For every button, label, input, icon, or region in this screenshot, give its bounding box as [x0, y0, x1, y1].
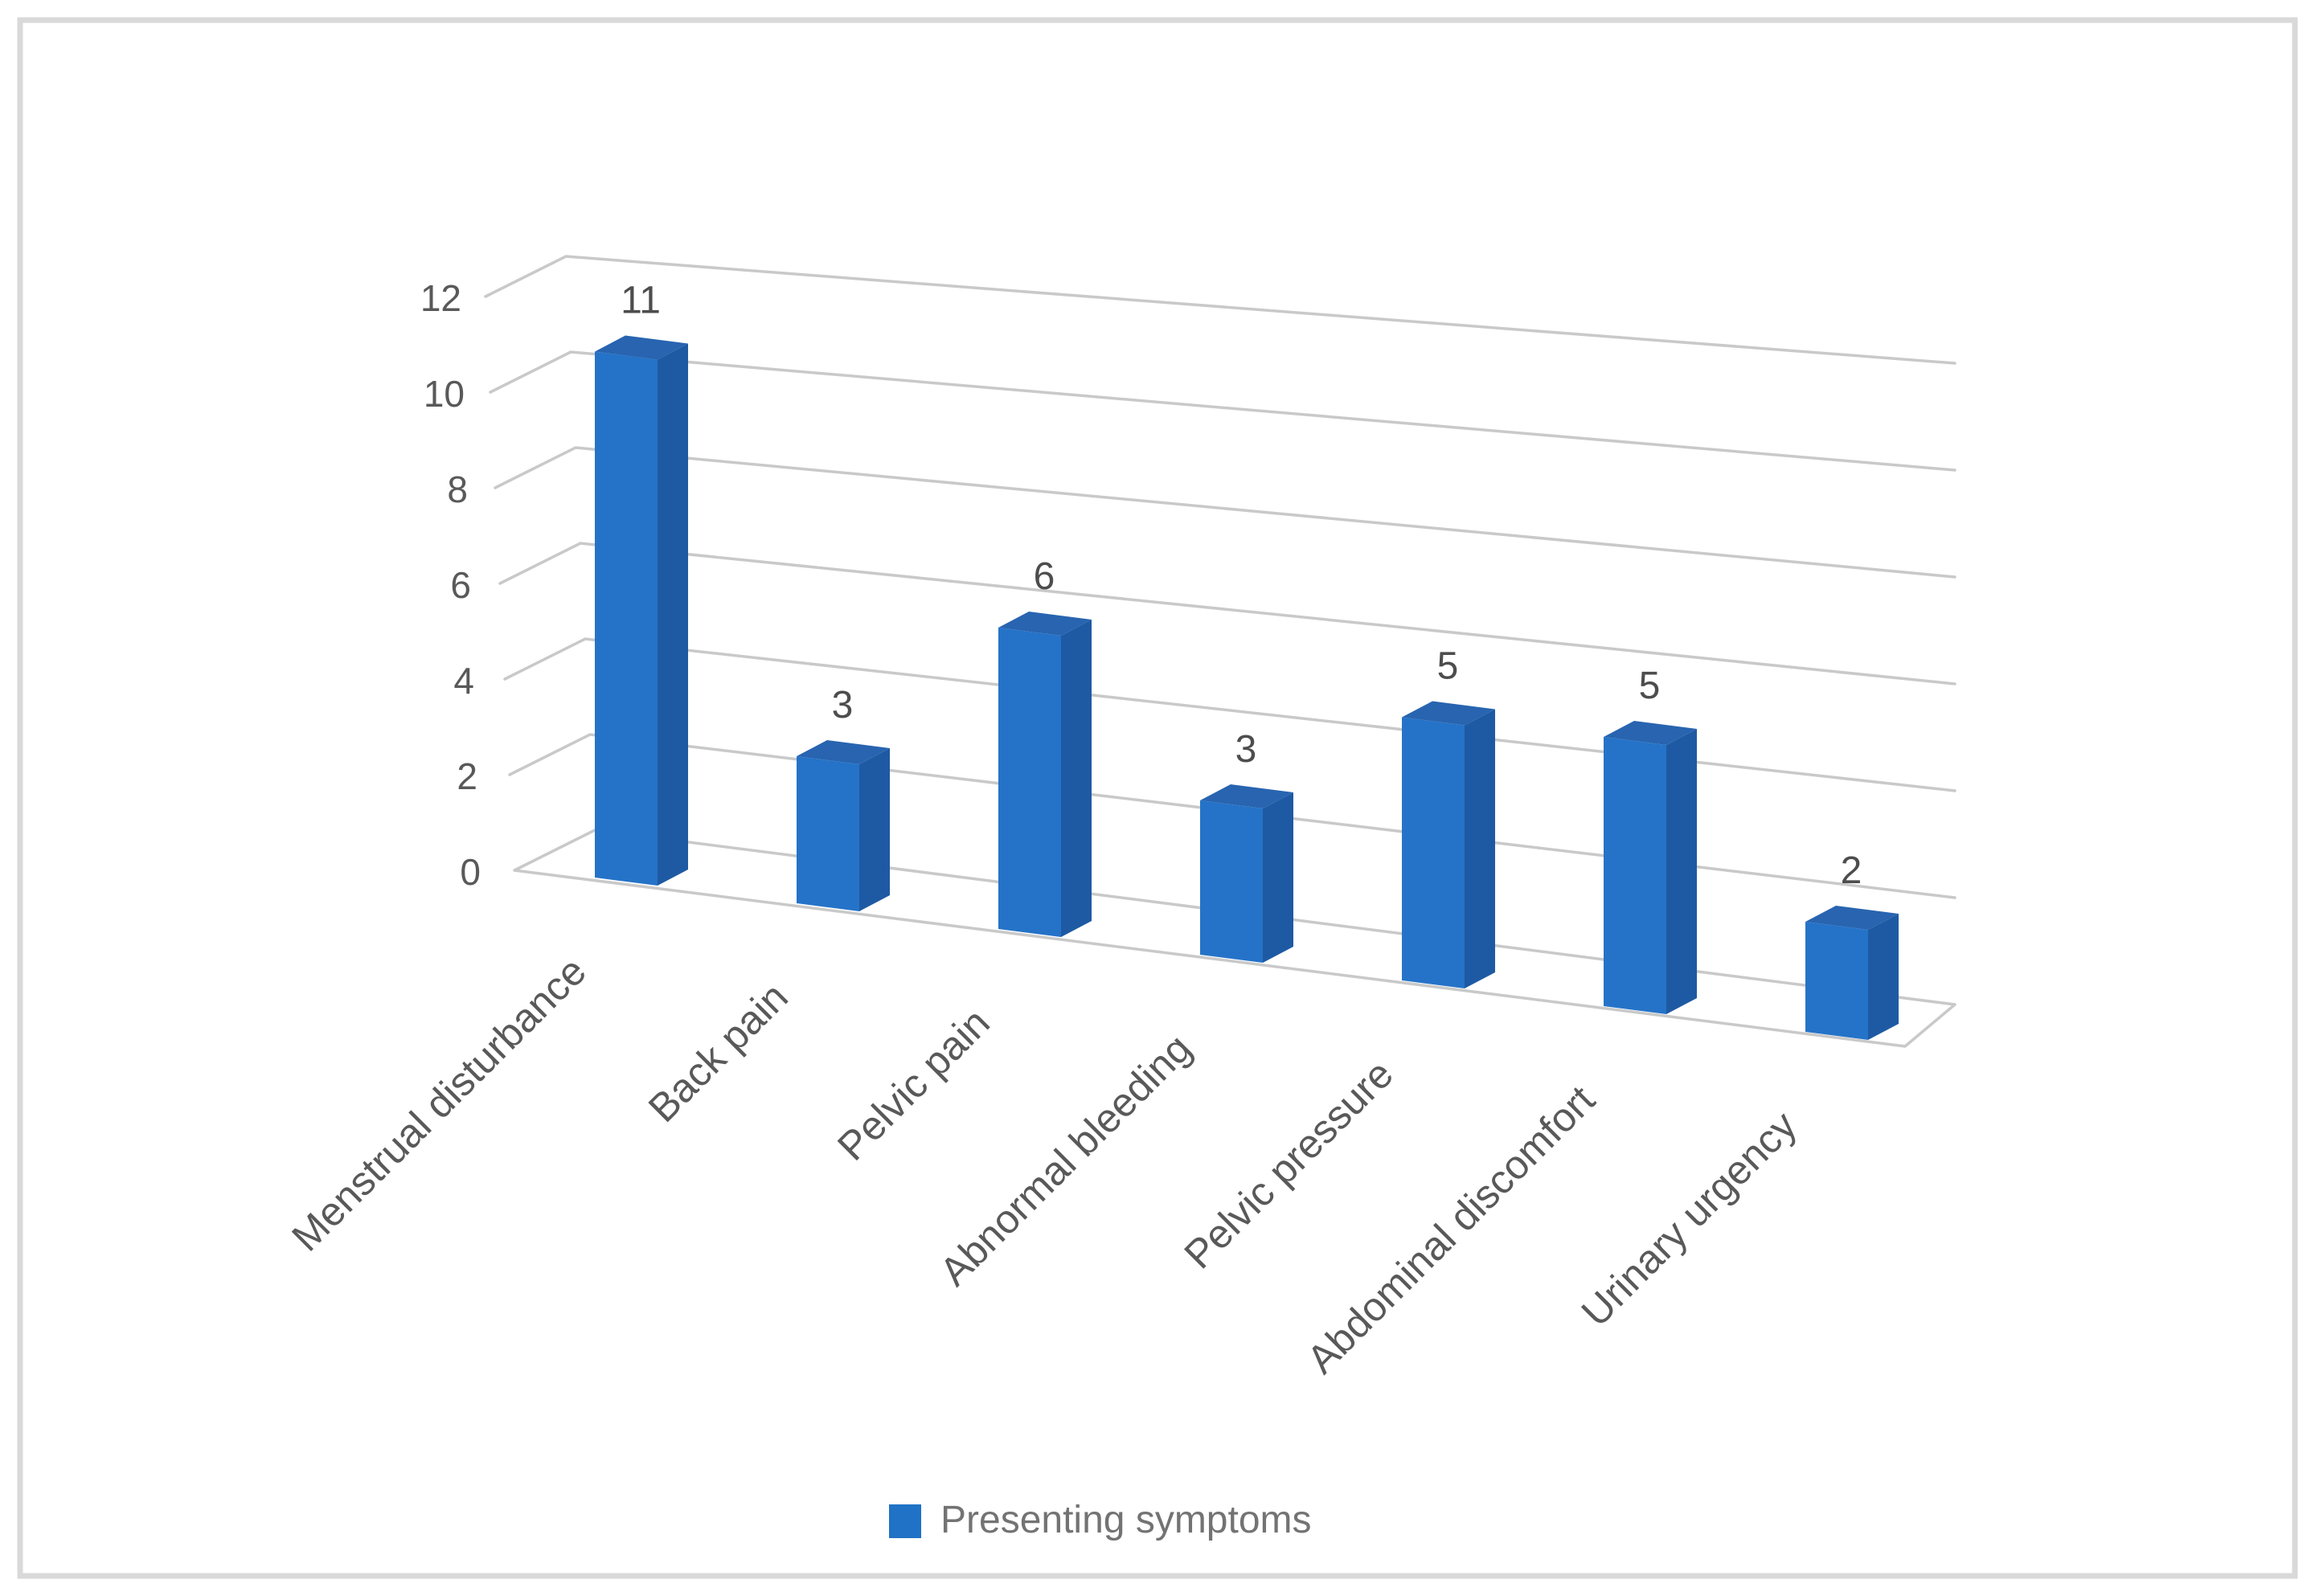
bar-top-face-urinary-urgency	[1805, 906, 1899, 930]
y-tick-label-8: 8	[447, 469, 468, 510]
gridline-y-4	[503, 637, 1956, 792]
bar-front-face-pelvic-pressure	[1402, 717, 1465, 988]
legend-swatch-icon	[889, 1504, 921, 1538]
bar-top-face-abnormal-bleeding	[1200, 784, 1293, 808]
bar-top-face-pelvic-pain	[998, 612, 1092, 636]
bar-abnormal-bleeding	[1200, 784, 1293, 963]
bar-urinary-urgency	[1805, 906, 1899, 1040]
value-label-abnormal-bleeding: 3	[1235, 728, 1257, 771]
bar-front-face-abdominal-discomfort	[1604, 737, 1666, 1014]
y-tick-label-10: 10	[424, 373, 465, 415]
bar-side-face-back-pain	[859, 748, 890, 911]
bar-front-face-back-pain	[797, 756, 859, 911]
bar-abdominal-discomfort	[1604, 721, 1697, 1014]
chart-frame	[17, 17, 2298, 1579]
bar-front-face-urinary-urgency	[1805, 922, 1868, 1040]
bar-top-face-back-pain	[797, 740, 890, 764]
value-label-urinary-urgency: 2	[1841, 849, 1862, 892]
gridline-y-12	[484, 255, 1956, 365]
y-tick-label-12: 12	[420, 277, 461, 319]
bar-side-face-abdominal-discomfort	[1666, 729, 1697, 1014]
bar-menstrual-disturbance	[595, 335, 688, 886]
bar-top-face-abdominal-discomfort	[1604, 721, 1697, 745]
bar-front-face-menstrual-disturbance	[595, 351, 658, 886]
bar-top-face-pelvic-pressure	[1402, 701, 1495, 726]
gridline-y-10	[489, 350, 1956, 472]
bar-side-face-pelvic-pressure	[1465, 709, 1495, 988]
bar-top-face-menstrual-disturbance	[595, 335, 688, 360]
bar-pelvic-pain	[998, 612, 1092, 937]
y-tick-label-4: 4	[453, 660, 474, 702]
value-label-menstrual-disturbance: 11	[621, 280, 661, 322]
y-tick-label-0: 0	[460, 851, 481, 893]
value-label-pelvic-pressure: 5	[1437, 645, 1459, 688]
bar-front-face-abnormal-bleeding	[1200, 800, 1263, 963]
value-label-abdominal-discomfort: 5	[1639, 665, 1661, 707]
bar-side-face-pelvic-pain	[1061, 620, 1092, 937]
gridline-y-6	[498, 542, 1956, 685]
value-label-back-pain: 3	[832, 684, 854, 726]
bar-back-pain	[797, 740, 890, 911]
y-tick-label-6: 6	[450, 564, 471, 606]
y-tick-label-2: 2	[457, 755, 477, 797]
gridline-y-2	[508, 733, 1956, 899]
bar-pelvic-pressure	[1402, 701, 1495, 988]
bar-side-face-urinary-urgency	[1868, 914, 1899, 1040]
bar-side-face-abnormal-bleeding	[1263, 792, 1293, 963]
gridline-y-8	[494, 446, 1956, 579]
legend-label: Presenting symptoms	[940, 1499, 1312, 1541]
value-label-pelvic-pain: 6	[1034, 555, 1055, 598]
bar-side-face-menstrual-disturbance	[658, 343, 688, 886]
bar-front-face-pelvic-pain	[998, 628, 1061, 937]
